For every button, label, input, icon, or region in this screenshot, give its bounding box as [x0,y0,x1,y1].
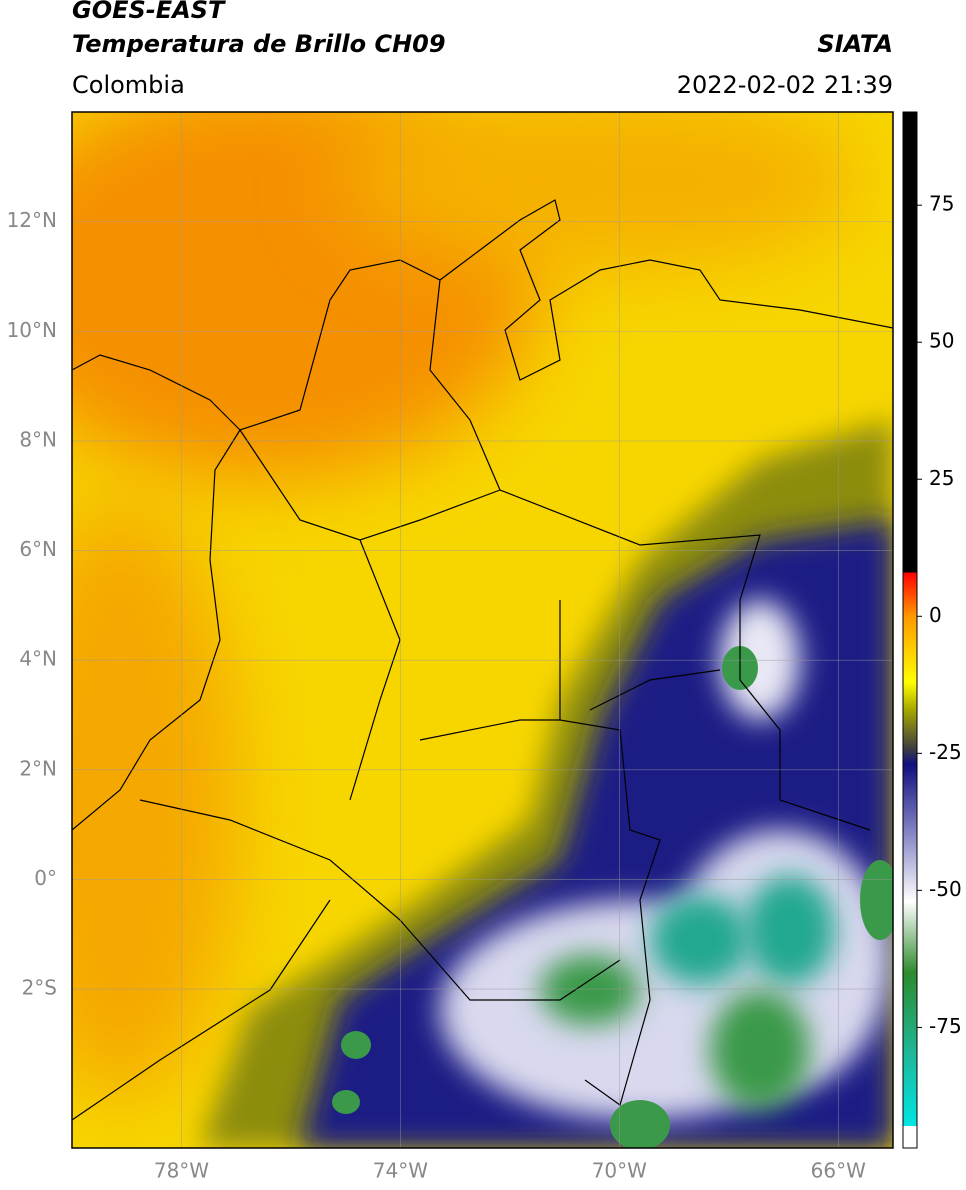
product-title: Temperatura de Brillo CH09 [72,30,446,58]
lat-label: 2°N [19,756,57,780]
colorbar-label: 50 [929,329,954,353]
lon-label: 70°W [592,1159,647,1183]
lat-label: 10°N [7,318,57,342]
colorbar-label: -25 [929,740,962,764]
datetime: 2022-02-02 21:39 [676,71,893,99]
satellite-title: GOES-EAST [72,0,225,24]
map-frame [71,111,894,1149]
lat-label: 6°N [19,537,57,561]
colorbar-label: 75 [929,192,954,216]
satellite-image [72,112,893,1148]
colorbar-label: -50 [929,877,962,901]
lat-label: 4°N [19,647,57,671]
source: SIATA [817,30,893,58]
lon-label: 74°W [373,1159,428,1183]
lat-label: 8°N [19,427,57,451]
lat-label: 12°N [7,208,57,232]
colorbar-label: 0 [929,603,942,627]
colorbar [902,111,918,1149]
lon-label: 66°W [811,1159,866,1183]
region: Colombia [72,71,185,99]
colorbar-label: -75 [929,1014,962,1038]
lat-label: 0° [34,866,57,890]
lat-label: 2°S [22,976,57,1000]
lon-label: 78°W [154,1159,209,1183]
colorbar-label: 25 [929,466,954,490]
graticule [72,112,893,1148]
